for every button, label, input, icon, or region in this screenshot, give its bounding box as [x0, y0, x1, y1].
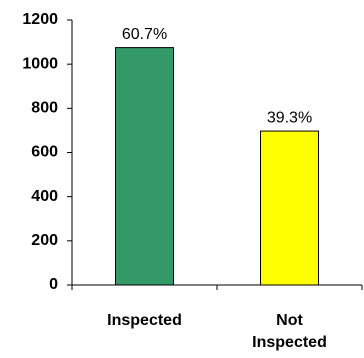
value-label: 60.7%: [122, 26, 167, 43]
y-tick-label: 1200: [22, 11, 58, 28]
bar: [260, 130, 319, 286]
y-tick-label: 200: [31, 232, 58, 249]
y-tick-label: 0: [49, 276, 58, 293]
x-tick-label: Not Inspected: [252, 312, 327, 351]
bar: [115, 47, 174, 286]
x-tick-label: Inspected: [107, 312, 182, 329]
value-label: 39.3%: [267, 109, 312, 126]
y-tick-label: 400: [31, 188, 58, 205]
y-tick-label: 1000: [22, 55, 58, 72]
y-tick-label: 600: [31, 144, 58, 161]
y-tick-label: 800: [31, 100, 58, 117]
